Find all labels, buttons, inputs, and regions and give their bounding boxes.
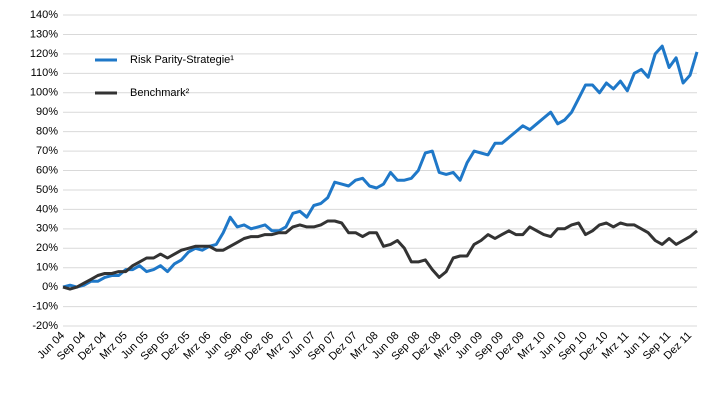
series-line <box>62 219 698 291</box>
y-tick-label: 70% <box>36 145 58 157</box>
y-tick-label: 20% <box>36 242 58 254</box>
y-tick-label: 50% <box>36 184 58 196</box>
y-tick-label: 30% <box>36 223 58 235</box>
y-tick-label: 90% <box>36 106 58 118</box>
y-tick-label: -10% <box>32 300 58 312</box>
legend-label: Benchmark² <box>130 87 190 99</box>
y-tick-label: 130% <box>30 28 58 40</box>
series-line <box>62 44 699 289</box>
y-tick-label: 10% <box>36 262 58 274</box>
y-tick-label: 110% <box>31 67 59 79</box>
y-tick-label: 120% <box>30 48 58 60</box>
legend-label: Risk Parity-Strategie¹ <box>130 54 234 66</box>
y-tick-label: 0% <box>42 281 58 293</box>
y-tick-label: 40% <box>36 203 58 215</box>
y-tick-label: -20% <box>32 320 58 332</box>
y-tick-label: 140% <box>30 9 58 21</box>
y-tick-label: 80% <box>36 126 58 138</box>
y-tick-label: 100% <box>30 87 58 99</box>
y-tick-label: 60% <box>36 164 58 176</box>
